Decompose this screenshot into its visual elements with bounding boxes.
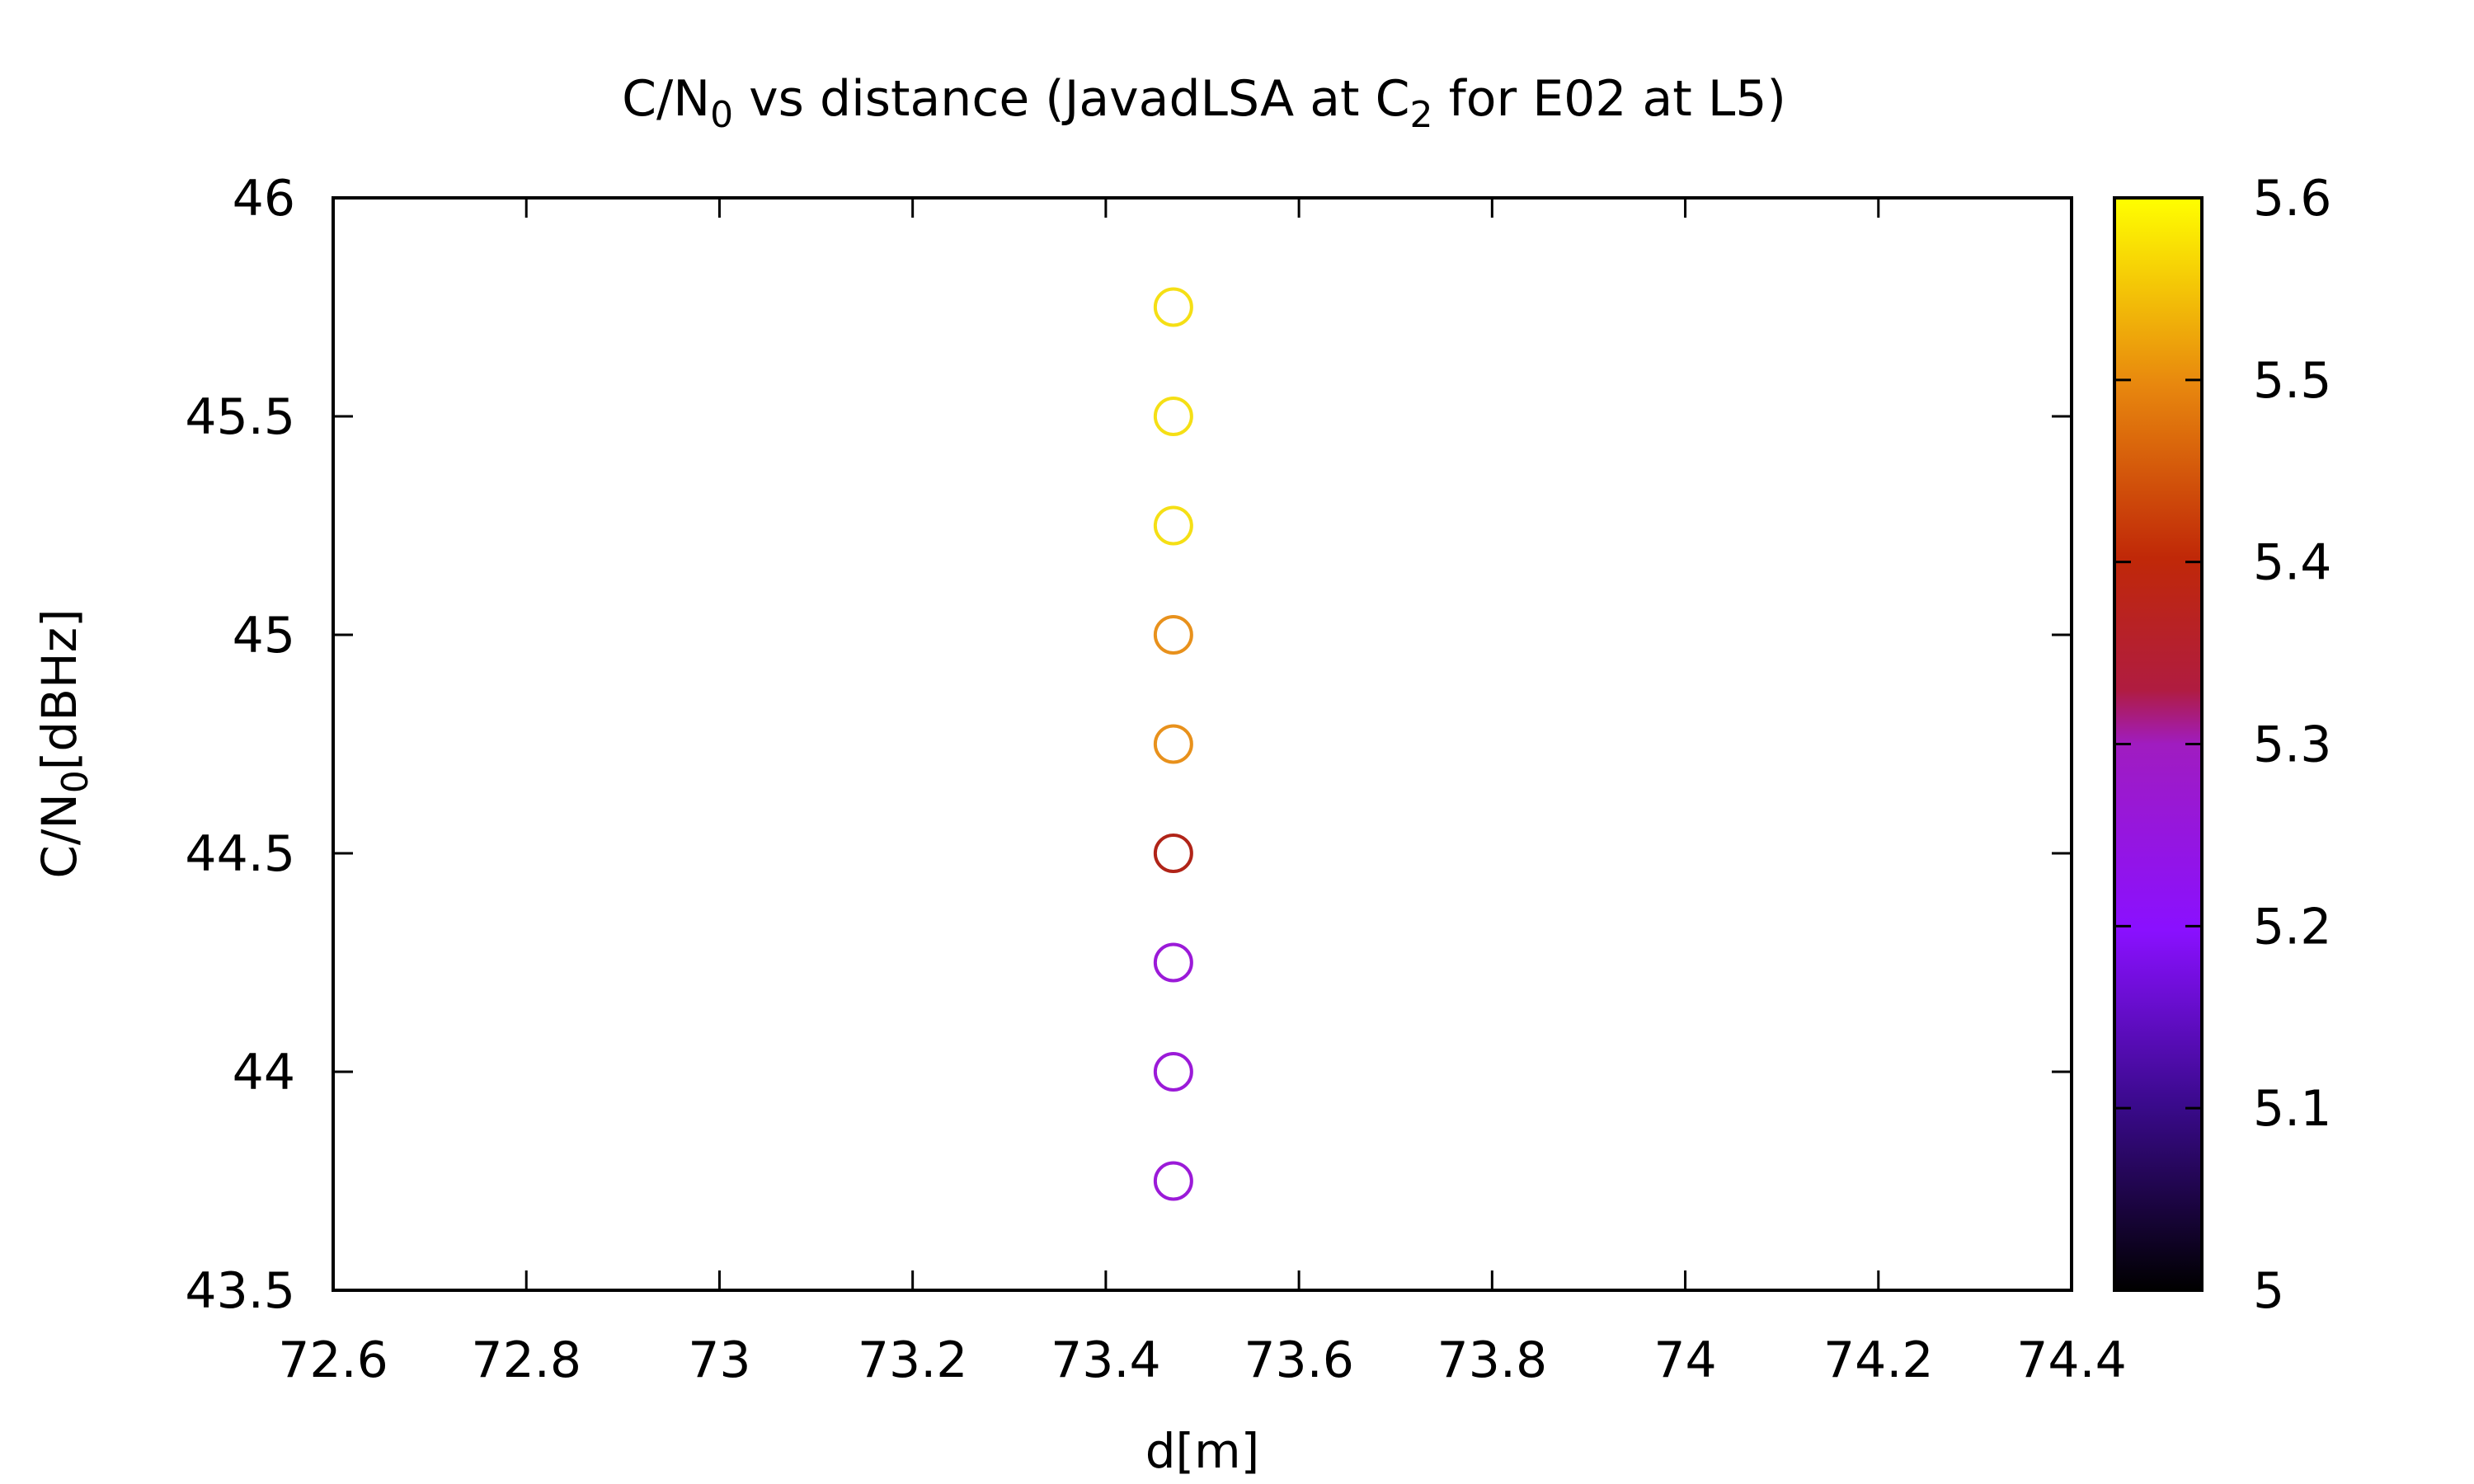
data-point-2 [1153,505,1193,546]
data-point-3 [1153,615,1193,655]
colorbar-tick-label-1: 5.1 [2253,1080,2331,1138]
colorbar-tick-label-6: 5.6 [2253,170,2331,228]
x-tick-label-1: 72.8 [471,1331,581,1389]
data-point-0 [1153,287,1193,327]
data-point-1 [1153,397,1193,436]
x-tick-label-5: 73.6 [1244,1331,1354,1389]
x-tick-label-0: 72.6 [278,1331,388,1389]
x-tick-label-8: 74.2 [1823,1331,1934,1389]
colorbar-tick-label-4: 5.4 [2253,534,2331,592]
y-tick-label-3: 45 [233,607,295,665]
x-tick-label-3: 73.2 [858,1331,968,1389]
x-tick-label-7: 74 [1653,1331,1716,1389]
x-tick-label-2: 73 [688,1331,750,1389]
x-tick-label-9: 74.4 [2016,1331,2127,1389]
x-tick-label-4: 73.4 [1051,1331,1161,1389]
colorbar-tick-labels: 5 5.1 5.2 5.3 5.4 5.5 5.6 [2253,170,2331,1320]
colorbar-ticks [2114,196,2202,1292]
colorbar-tick-label-2: 5.2 [2253,898,2331,956]
colorbar-tick-label-3: 5.3 [2253,716,2331,774]
colorbar-tick-label-5: 5.5 [2253,352,2331,410]
y-tick-label-2: 44.5 [185,825,295,883]
y-tick-labels: 43.5 44 44.5 45 45.5 46 [185,170,295,1320]
y-tick-label-0: 43.5 [185,1262,295,1320]
y-tick-label-1: 44 [233,1044,295,1101]
x-tick-labels: 72.6 72.8 73 73.2 73.4 73.6 73.8 74 74.2 74.4 [278,1331,2127,1389]
y-tick-label-5: 46 [233,170,295,228]
data-point-8 [1153,1161,1193,1201]
x-axis-label: d[m] [1145,1423,1260,1479]
data-points [1153,287,1193,1201]
data-point-6 [1153,942,1193,983]
chart-title: C/N0 vs distance (JavadLSA at C2 for E02… [622,70,1786,136]
plot-frame [332,196,2073,1292]
axis-ticks [332,196,2073,1292]
x-tick-label-6: 73.8 [1437,1331,1548,1389]
data-point-7 [1153,1052,1193,1092]
y-tick-label-4: 45.5 [185,388,295,446]
colorbar-tick-label-0: 5 [2253,1262,2284,1320]
data-point-4 [1153,724,1193,764]
y-axis-label: C/N0[dBHz] [31,608,96,878]
data-point-5 [1153,834,1193,873]
